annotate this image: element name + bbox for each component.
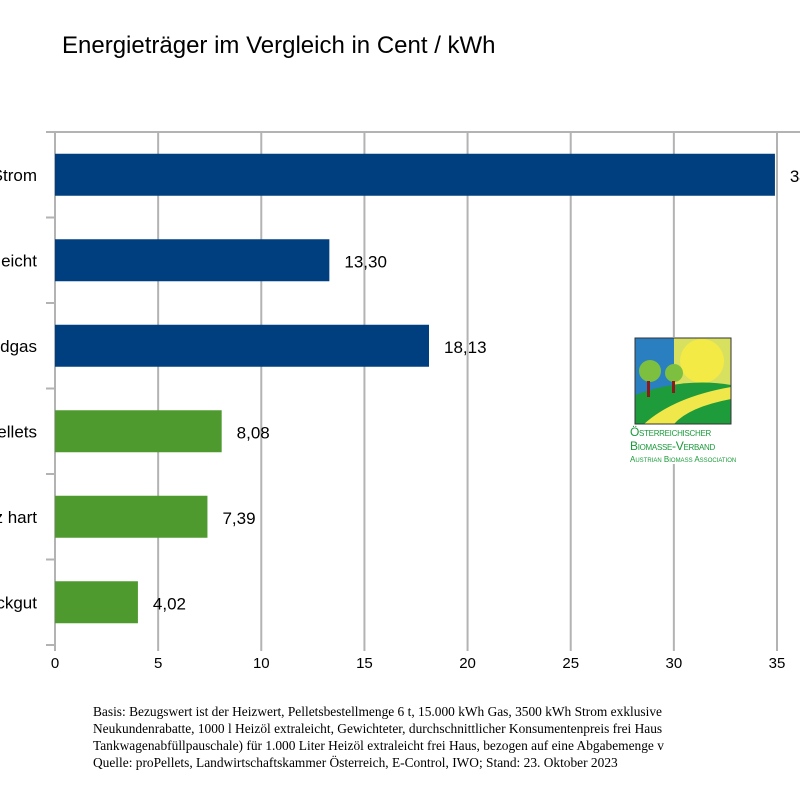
bar-hackgut [55, 581, 138, 624]
x-tick-label: 15 [356, 655, 373, 672]
data-label: 7,39 [222, 509, 255, 528]
category-label: Erdgas [0, 337, 37, 356]
data-label: 4,02 [153, 594, 186, 613]
footnote-line: Quelle: proPellets, Landwirtschaftskamme… [93, 755, 618, 770]
bar-strom [55, 153, 775, 196]
x-tick-label: 20 [459, 655, 476, 672]
x-tick-label: 25 [562, 655, 579, 672]
footnote-line: Neukundenrabatte, 1000 l Heizöl extralei… [93, 721, 663, 736]
logo-image [634, 337, 732, 425]
footnote-line: Tankwagenabfüllpauschale) für 1.000 Lite… [93, 738, 664, 753]
footnote-line: Basis: Bezugswert ist der Heizwert, Pell… [93, 704, 662, 719]
bar-scheitholz-hart [55, 495, 208, 538]
logo-text-line3: Austrian Biomass Association [630, 455, 737, 464]
biomasse-verband-logo: Österreichischer Biomasse-Verband Austri… [628, 337, 756, 464]
x-tick-label: 35 [769, 655, 786, 672]
data-label: 8,08 [237, 423, 270, 442]
logo-text-line2: Biomasse-Verband [630, 439, 715, 453]
category-label: Scheitholz hart [0, 508, 37, 527]
bar-erdgas [55, 324, 429, 367]
category-label: Hackgut [0, 593, 37, 612]
chart-title: Energieträger im Vergleich in Cent / kWh [62, 32, 496, 59]
data-label: 18,13 [444, 338, 487, 357]
x-tick-label: 5 [154, 655, 162, 672]
x-tick-label: 10 [253, 655, 270, 672]
data-label: 13,30 [344, 252, 387, 271]
data-label: 34,90 [790, 167, 800, 186]
logo-text-line1: Österreichischer [630, 425, 711, 439]
category-label: Heizöl extraleicht [0, 251, 37, 270]
category-label: Pellets [0, 422, 37, 441]
x-tick-label: 30 [666, 655, 683, 672]
x-tick-label: 0 [51, 655, 59, 672]
footnotes: Basis: Bezugswert ist der Heizwert, Pell… [93, 703, 664, 771]
bar-pellets [55, 410, 222, 453]
bar-chart: 0 5 10 15 20 25 30 35 Strom 34,90 Heizöl extraleic… [0, 131, 800, 672]
category-label: Strom [0, 166, 37, 185]
bar-heiz-l-extraleicht [55, 239, 330, 282]
